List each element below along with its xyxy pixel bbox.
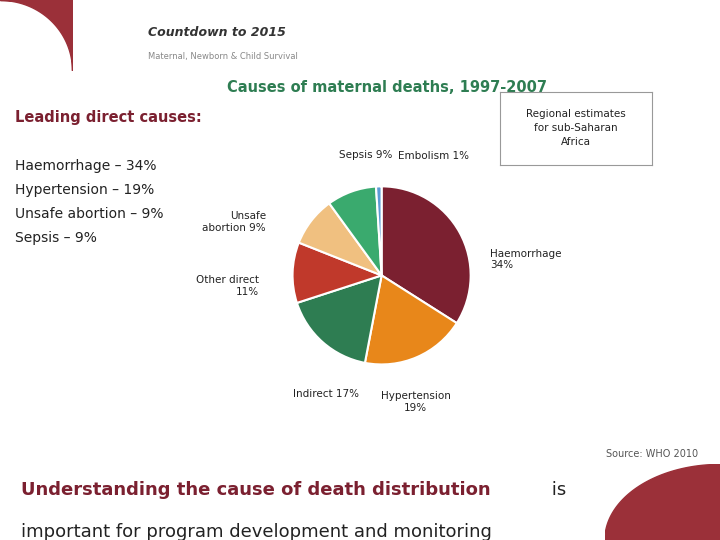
Text: Haemorrhage
34%: Haemorrhage 34% bbox=[490, 248, 562, 270]
Text: Hypertension
19%: Hypertension 19% bbox=[380, 391, 451, 413]
Text: Indirect 17%: Indirect 17% bbox=[293, 389, 359, 400]
Text: Maternal, Newborn & Child Survival: Maternal, Newborn & Child Survival bbox=[148, 52, 298, 61]
Wedge shape bbox=[299, 204, 382, 275]
Wedge shape bbox=[382, 186, 471, 323]
Text: Embolism 1%: Embolism 1% bbox=[397, 151, 469, 161]
Text: important for program development and monitoring: important for program development and mo… bbox=[22, 523, 492, 540]
Wedge shape bbox=[365, 275, 456, 364]
Text: Unsafe
abortion 9%: Unsafe abortion 9% bbox=[202, 211, 266, 233]
Wedge shape bbox=[297, 275, 382, 363]
Wedge shape bbox=[329, 186, 382, 275]
Text: Sepsis 9%: Sepsis 9% bbox=[339, 150, 392, 160]
Text: Source: WHO 2010: Source: WHO 2010 bbox=[606, 449, 698, 458]
Wedge shape bbox=[292, 242, 382, 303]
Text: Other direct
11%: Other direct 11% bbox=[196, 275, 258, 297]
Text: Haemorrhage – 34%
Hypertension – 19%
Unsafe abortion – 9%
Sepsis – 9%: Haemorrhage – 34% Hypertension – 19% Uns… bbox=[15, 159, 163, 245]
Text: Causes of maternal deaths, 1997-2007: Causes of maternal deaths, 1997-2007 bbox=[228, 79, 547, 94]
Wedge shape bbox=[376, 186, 382, 275]
Text: Cause of death: Cause of death bbox=[387, 20, 621, 48]
Text: Understanding the cause of death distribution: Understanding the cause of death distrib… bbox=[22, 481, 491, 499]
Text: Countdown to 2015: Countdown to 2015 bbox=[148, 26, 286, 39]
Text: is: is bbox=[546, 481, 567, 499]
Text: Regional estimates
for sub-Saharan
Africa: Regional estimates for sub-Saharan Afric… bbox=[526, 109, 626, 147]
Text: Leading direct causes:: Leading direct causes: bbox=[15, 110, 202, 125]
Polygon shape bbox=[605, 464, 720, 540]
